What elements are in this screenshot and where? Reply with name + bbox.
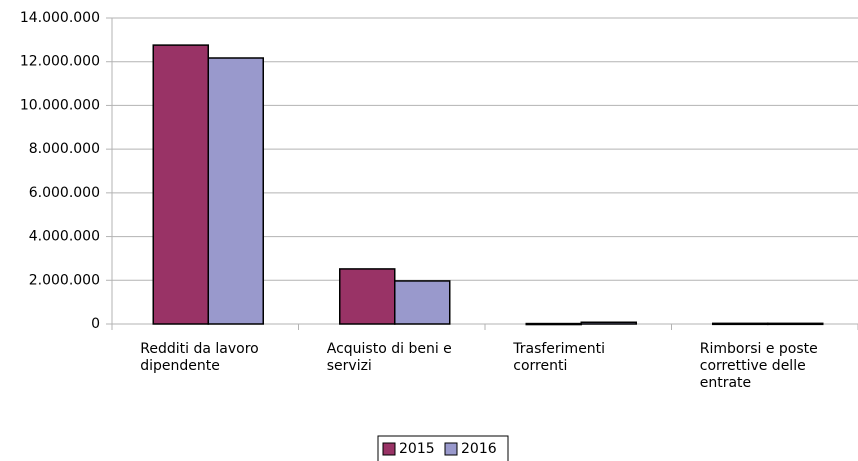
bar <box>394 280 451 325</box>
bar <box>152 44 209 325</box>
legend-label: 2016 <box>461 441 497 457</box>
bar <box>207 57 264 325</box>
y-tick-label: 12.000.000 <box>20 54 100 70</box>
x-tick-label: Rimborsi e poste correttive delle entrat… <box>699 341 818 391</box>
y-tick-label: 10.000.000 <box>20 97 100 113</box>
y-tick-label: 0 <box>91 316 100 332</box>
bar <box>525 322 582 326</box>
bar <box>767 322 824 326</box>
legend-label: 2015 <box>399 441 435 457</box>
y-tick-label: 2.000.000 <box>29 272 100 288</box>
bar <box>580 321 637 325</box>
x-tick-label: Trasferimenti correnti <box>513 341 606 374</box>
y-tick-label: 4.000.000 <box>29 229 100 245</box>
legend-swatch <box>382 442 396 456</box>
legend-swatch <box>444 442 458 456</box>
y-tick-label: 6.000.000 <box>29 185 100 201</box>
bar <box>339 268 396 325</box>
bar <box>712 322 769 326</box>
y-tick-label: 14.000.000 <box>20 10 100 26</box>
x-tick-label: Redditi da lavoro dipendente <box>140 341 259 374</box>
y-tick-label: 8.000.000 <box>29 141 100 157</box>
legend-frame <box>377 435 509 461</box>
x-tick-label: Acquisto di beni e servizi <box>326 341 452 374</box>
